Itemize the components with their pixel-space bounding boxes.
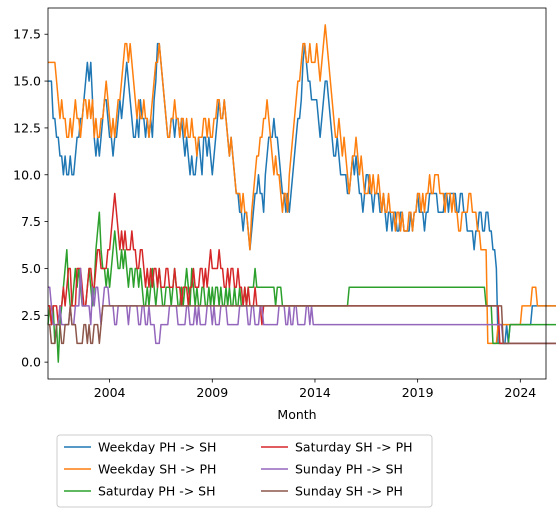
x-tick-label: 2019 [402,385,434,400]
x-axis: 2004 2009 2014 2019 2024 [94,379,536,400]
y-tick-label: 0.0 [21,355,41,370]
x-tick-label: 2009 [196,385,228,400]
x-axis-label: Month [277,407,316,422]
legend-label: Saturday PH -> SH [98,484,216,499]
plot-frame [47,7,547,380]
series-line-2 [48,24,556,345]
series-line-4 [48,192,556,345]
x-tick-label: 2004 [94,385,126,400]
y-axis: 0.0 2.5 5.0 7.5 10.0 12.5 15.0 17.5 [13,27,48,370]
series-line-1 [48,42,556,345]
y-tick-label: 12.5 [13,120,41,135]
series-line-6 [48,305,556,345]
y-tick-label: 15.0 [13,74,41,89]
x-tick-label: 2014 [299,385,331,400]
y-tick-label: 10.0 [13,167,41,182]
legend-label: Sunday SH -> PH [295,484,403,499]
y-tick-label: 5.0 [21,261,41,276]
y-tick-label: 17.5 [13,27,41,42]
x-tick-label: 2024 [504,385,536,400]
y-tick-label: 7.5 [21,214,41,229]
series-layer [47,24,556,363]
legend-label: Weekday PH -> SH [98,440,216,455]
legend: Weekday PH -> SH Weekday SH -> PH Saturday… [56,434,433,508]
y-tick-label: 2.5 [21,308,41,323]
legend-label: Saturday SH -> PH [295,440,413,455]
legend-label: Sunday PH -> SH [295,462,403,477]
legend-label: Weekday SH -> PH [98,462,216,477]
legend-box [56,434,433,508]
series-line-5 [48,267,556,345]
